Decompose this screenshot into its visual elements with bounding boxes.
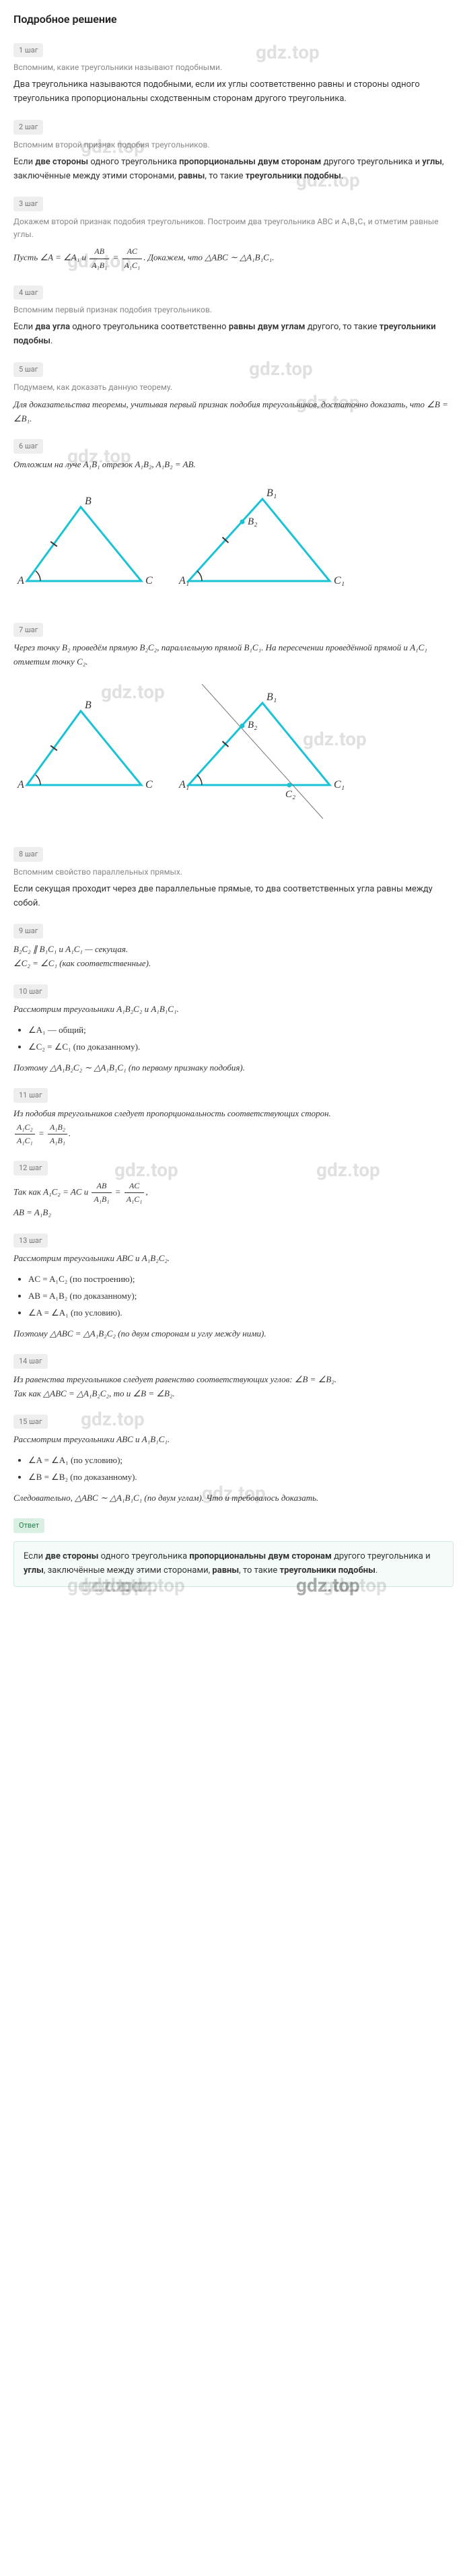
step-badge: 2 шаг <box>13 120 43 135</box>
bullet-item: ∠A₁ — общий; <box>28 1023 454 1038</box>
step-bullets: AC = A₁C₂ (по построению); AB = A₁B₂ (по … <box>13 1273 454 1320</box>
step-bullets: ∠A = ∠A₁ (по условию); ∠B = ∠B₂ (по доказ… <box>13 1454 454 1485</box>
step-badge: 5 шаг <box>13 362 43 377</box>
step-math: Из подобия треугольников следует пропорц… <box>13 1107 454 1147</box>
diagram-slot-2: A B C A₁ B₁ C₁ B₂ C₂ <box>13 677 454 832</box>
step-text: Если два угла одного треугольника соотве… <box>13 320 454 349</box>
bullet-item: ∠C₂ = ∠C₁ (по доказанному). <box>28 1040 454 1054</box>
step-badge: 9 шаг <box>13 924 43 939</box>
step-intro: Вспомним свойство параллельных прямых. <box>13 866 454 879</box>
svg-text:B₂: B₂ <box>248 516 257 527</box>
bullet-item: ∠A = ∠A₁ (по условию); <box>28 1454 454 1468</box>
svg-text:C₂: C₂ <box>285 789 295 800</box>
step-badge: 11 шаг <box>13 1088 48 1103</box>
step-badge: 1 шаг <box>13 43 43 58</box>
bullet-item: ∠B = ∠B₂ (по доказанному). <box>28 1470 454 1485</box>
svg-text:C₁: C₁ <box>334 779 345 790</box>
step-badge: 3 шаг <box>13 197 43 211</box>
svg-text:B₂: B₂ <box>248 720 257 731</box>
svg-text:B₁: B₁ <box>266 487 277 499</box>
svg-text:B: B <box>85 496 92 507</box>
svg-text:C₁: C₁ <box>334 575 345 586</box>
step-math: Из равенства треугольников следует равен… <box>13 1373 454 1401</box>
svg-text:A₁: A₁ <box>178 779 189 790</box>
step-math: B₂C₂ ∥ B₁C₁ и A₁C₁ — секущая.∠C₂ = ∠C₁ (… <box>13 943 454 971</box>
step-badge: 7 шаг <box>13 623 43 638</box>
bullet-item: AB = A₁B₂ (по доказанному); <box>28 1289 454 1303</box>
step-text: Два треугольника называются подобными, е… <box>13 78 454 106</box>
step-math: Для доказательства теоремы, учитывая пер… <box>13 398 454 426</box>
svg-text:C: C <box>145 779 153 790</box>
diagram-slot-1: A B C A₁ B₁ C₁ B₂ <box>13 480 454 608</box>
step-badge: 15 шаг <box>13 1415 48 1429</box>
svg-text:A₁: A₁ <box>178 575 189 586</box>
step-intro: Вспомним первый признак подобия треуголь… <box>13 304 454 316</box>
svg-text:A: A <box>17 575 24 586</box>
step-intro: Вспомним, какие треугольники называют по… <box>13 61 454 74</box>
step-math: Рассмотрим треугольники ABC и A₁B₁C₁. <box>13 1433 454 1447</box>
step-badge: 4 шаг <box>13 285 43 300</box>
bullet-item: AC = A₁C₂ (по построению); <box>28 1273 454 1287</box>
step-conclusion: Поэтому △ABC = △A₁B₂C₂ (по двум сторонам… <box>13 1327 454 1341</box>
answer-badge: Ответ <box>13 1518 44 1533</box>
page-title: Подробное решение <box>13 11 454 28</box>
step-conclusion: Следовательно, △ABC ∼ △A₁B₁C₁ (по двум у… <box>13 1491 454 1505</box>
step-badge: 10 шаг <box>13 984 48 999</box>
step-badge: 8 шаг <box>13 847 43 862</box>
step-bullets: ∠A₁ — общий; ∠C₂ = ∠C₁ (по доказанному). <box>13 1023 454 1054</box>
step-math: Рассмотрим треугольники A₁B₂C₂ и A₁B₁C₁. <box>13 1003 454 1017</box>
step-intro: Подумаем, как доказать данную теорему. <box>13 381 454 394</box>
svg-text:A: A <box>17 779 24 790</box>
step-badge: 14 шаг <box>13 1354 48 1369</box>
svg-text:C: C <box>145 575 153 586</box>
bullet-item: ∠A = ∠A₁ (по условию). <box>28 1306 454 1320</box>
step-text: Если две стороны одного треугольника про… <box>13 156 454 184</box>
step-badge: 6 шаг <box>13 439 43 454</box>
step-math: Так как A₁C₂ = AC и ABA₁B₁ = ACA₁C₁,AB =… <box>13 1180 454 1220</box>
step-math: Рассмотрим треугольники ABC и A₁B₂C₂. <box>13 1252 454 1266</box>
step-math: Через точку B₂ проведём прямую B₂C₂, пар… <box>13 641 454 669</box>
step-intro: Вспомним второй признак подобия треуголь… <box>13 139 454 151</box>
step-conclusion: Поэтому △A₁B₂C₂ ∼ △A₁B₁C₁ (по первому пр… <box>13 1061 454 1075</box>
step-badge: 12 шаг <box>13 1161 48 1176</box>
step-intro: Докажем второй признак подобия треугольн… <box>13 215 454 241</box>
answer-box: Если две стороны одного треугольника про… <box>13 1541 454 1587</box>
solution-body: 1 шаг Вспомним, какие треугольники называ… <box>13 36 454 1587</box>
svg-text:B: B <box>85 700 92 711</box>
svg-text:B₁: B₁ <box>266 691 277 703</box>
step-badge: 13 шаг <box>13 1233 48 1248</box>
step-math: Пусть ∠A = ∠A₁ и ABA₁B₁ = ACA₁C₁. Докаже… <box>13 245 454 271</box>
step-text: Если секущая проходит через две параллел… <box>13 883 454 911</box>
step-math: Отложим на луче A₁B₁ отрезок A₁B₂, A₁B₂ … <box>13 458 454 472</box>
